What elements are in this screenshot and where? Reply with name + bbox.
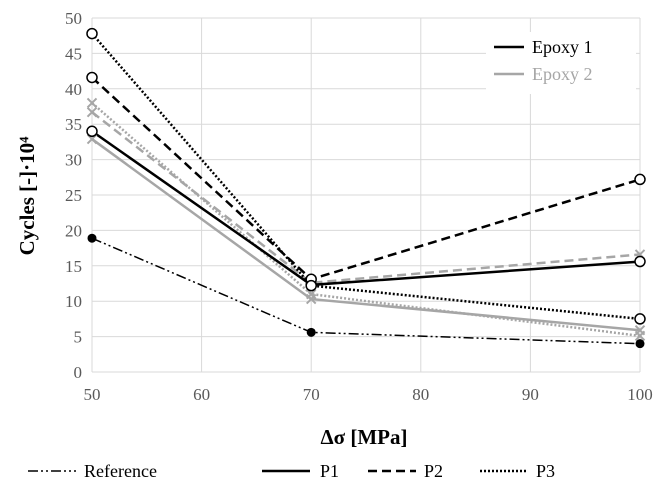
x-tick-label: 70 xyxy=(303,385,320,404)
y-tick-label: 30 xyxy=(65,151,82,170)
y-tick-label: 45 xyxy=(65,44,82,63)
point-p3-epoxy-2 xyxy=(305,288,317,300)
y-axis-title: Cycles [-]·10⁴ xyxy=(15,136,39,256)
y-axis-ticks: 0 5 10 15 20 25 30 35 40 45 50 xyxy=(65,9,82,382)
point-reference xyxy=(87,233,97,243)
series-line-p2-epoxy-1 xyxy=(91,76,641,281)
x-axis-ticks: 50 60 70 80 90 100 xyxy=(84,385,653,404)
y-tick-label: 0 xyxy=(74,363,83,382)
y-tick-label: 15 xyxy=(65,257,82,276)
y-tick-label: 5 xyxy=(74,328,83,347)
point-p1-epoxy-1 xyxy=(634,255,646,268)
series-line-p3-epoxy-2 xyxy=(91,102,641,338)
legend-label-reference: Reference xyxy=(84,461,157,481)
x-axis-title: Δσ [MPa] xyxy=(321,425,408,449)
series-line-p2-epoxy-2 xyxy=(91,111,641,285)
legend-label-epoxy-1: Epoxy 1 xyxy=(532,37,593,57)
series-markers xyxy=(86,27,646,349)
x-tick-label: 90 xyxy=(522,385,539,404)
y-tick-label: 20 xyxy=(65,221,82,240)
point-p2-epoxy-2 xyxy=(86,106,98,118)
inset-legend-background xyxy=(486,32,636,94)
point-p2-epoxy-1 xyxy=(86,71,98,84)
point-p1-epoxy-1 xyxy=(86,125,98,138)
x-tick-label: 80 xyxy=(412,385,429,404)
legend-label-p1: P1 xyxy=(320,461,339,481)
y-tick-label: 40 xyxy=(65,80,82,99)
y-tick-label: 50 xyxy=(65,9,82,28)
legend-label-p3: P3 xyxy=(536,461,555,481)
inset-legend: Epoxy 1 Epoxy 2 xyxy=(486,32,636,94)
point-reference xyxy=(306,327,316,337)
point-p3-epoxy-1 xyxy=(86,27,98,40)
y-tick-label: 35 xyxy=(65,115,82,134)
point-p2-epoxy-1 xyxy=(634,173,646,186)
point-p3-epoxy-1 xyxy=(305,279,317,292)
x-tick-label: 50 xyxy=(84,385,101,404)
x-tick-label: 60 xyxy=(193,385,210,404)
point-p3-epoxy-1 xyxy=(634,313,646,325)
y-tick-label: 10 xyxy=(65,292,82,311)
bottom-legend: Reference P1 P2 P3 xyxy=(28,461,555,481)
x-tick-label: 100 xyxy=(627,385,653,404)
y-tick-label: 25 xyxy=(65,186,82,205)
point-reference xyxy=(635,339,645,349)
point-p3-epoxy-2 xyxy=(634,330,646,342)
point-p3-epoxy-2 xyxy=(86,97,98,109)
legend-label-p2: P2 xyxy=(424,461,443,481)
legend-label-epoxy-2: Epoxy 2 xyxy=(532,64,593,84)
